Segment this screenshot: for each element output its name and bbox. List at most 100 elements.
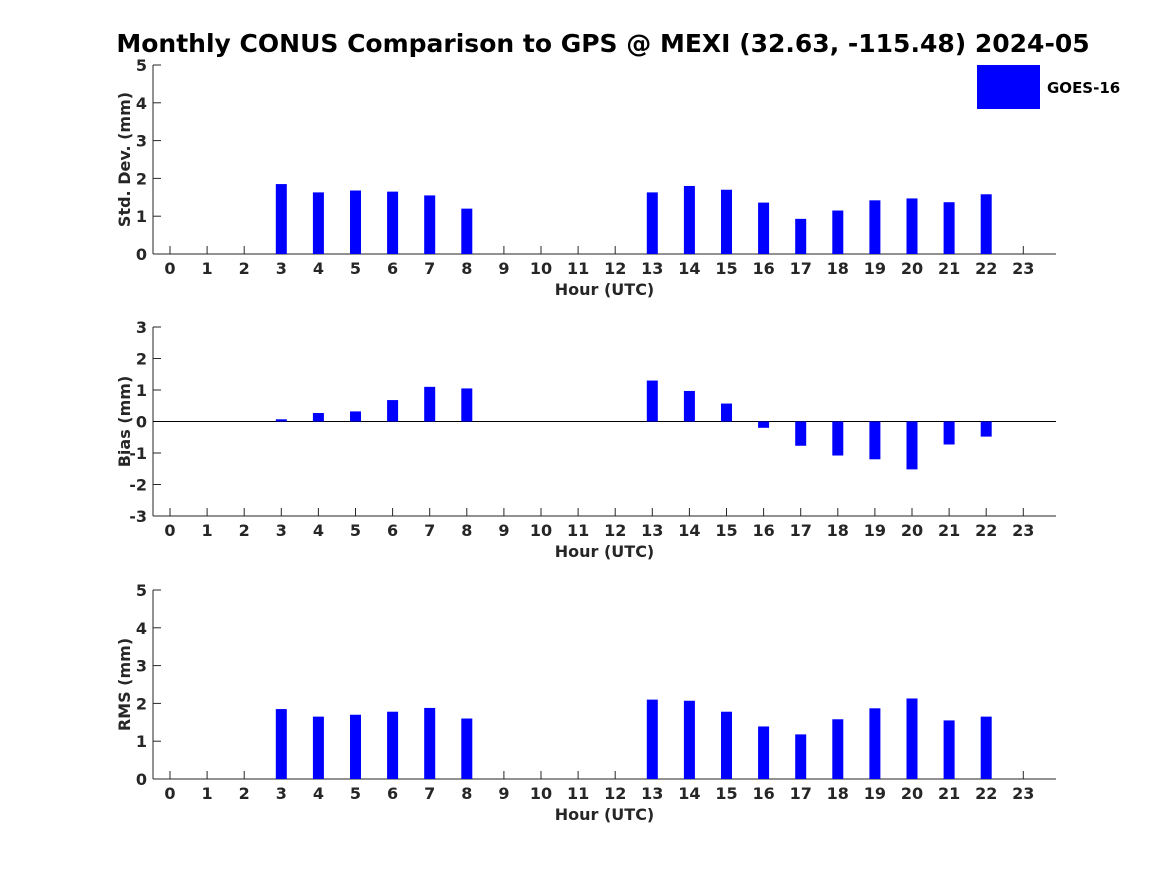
x-tick-label: 7 — [424, 521, 435, 540]
y-tick-label: 4 — [136, 619, 147, 638]
bar — [312, 716, 324, 779]
bar — [795, 734, 807, 779]
x-tick-label: 21 — [938, 259, 960, 278]
bar — [795, 218, 807, 254]
x-tick-label: 11 — [567, 521, 589, 540]
y-tick-label: 1 — [136, 732, 147, 751]
x-tick-label: 7 — [424, 259, 435, 278]
y-tick-label: 2 — [136, 169, 147, 188]
x-tick-label: 10 — [530, 521, 552, 540]
bar — [683, 390, 695, 422]
x-tick-label: 1 — [202, 521, 213, 540]
x-tick-label: 12 — [604, 521, 626, 540]
bar — [461, 718, 473, 779]
bar — [721, 711, 732, 779]
x-tick-label: 6 — [387, 259, 398, 278]
x-tick-label: 15 — [715, 784, 737, 803]
bar — [943, 720, 955, 779]
x-tick-label: 17 — [790, 521, 812, 540]
x-tick-label: 16 — [752, 259, 774, 278]
bar — [943, 421, 955, 445]
x-tick-label: 14 — [678, 521, 700, 540]
bar — [683, 700, 695, 779]
bar — [461, 388, 473, 422]
x-tick-label: 3 — [276, 259, 287, 278]
x-axis-label: Hour (UTC) — [555, 805, 655, 824]
x-tick-label: 13 — [641, 259, 663, 278]
x-tick-label: 3 — [276, 521, 287, 540]
bar — [275, 709, 287, 779]
x-tick-label: 2 — [239, 784, 250, 803]
y-axis-label: RMS (mm) — [115, 638, 134, 731]
bar — [869, 200, 881, 254]
bar — [980, 716, 992, 779]
x-tick-label: 11 — [567, 784, 589, 803]
x-tick-label: 19 — [864, 784, 886, 803]
bar — [387, 400, 399, 422]
y-tick-label: -2 — [129, 476, 147, 495]
x-tick-label: 14 — [678, 259, 700, 278]
x-tick-label: 17 — [790, 784, 812, 803]
x-tick-label: 21 — [938, 784, 960, 803]
y-tick-label: 3 — [136, 132, 147, 151]
x-tick-label: 3 — [276, 784, 287, 803]
bar — [906, 698, 918, 779]
y-axis-label: Std. Dev. (mm) — [115, 92, 134, 227]
legend-label: GOES-16 — [1047, 79, 1120, 97]
x-axis-label: Hour (UTC) — [555, 280, 655, 299]
bar — [758, 726, 770, 779]
x-tick-label: 1 — [202, 784, 213, 803]
bar — [943, 202, 955, 254]
bar — [758, 202, 770, 254]
x-tick-label: 9 — [498, 259, 509, 278]
bar — [795, 421, 807, 446]
x-tick-label: 15 — [715, 521, 737, 540]
x-tick-label: 4 — [313, 521, 324, 540]
y-tick-label: 5 — [136, 581, 147, 600]
bar — [350, 411, 361, 422]
x-tick-label: 4 — [313, 784, 324, 803]
bar — [275, 184, 287, 254]
x-tick-label: 10 — [530, 259, 552, 278]
bar — [646, 192, 658, 254]
x-tick-label: 18 — [827, 259, 849, 278]
x-tick-label: 12 — [604, 784, 626, 803]
bar — [424, 707, 436, 779]
chart-title: Monthly CONUS Comparison to GPS @ MEXI (… — [116, 29, 1089, 58]
bar — [758, 421, 770, 428]
x-tick-label: 19 — [864, 259, 886, 278]
x-tick-label: 0 — [164, 784, 175, 803]
bar — [350, 190, 361, 254]
bar — [832, 719, 844, 779]
x-tick-label: 8 — [461, 521, 472, 540]
x-tick-label: 8 — [461, 784, 472, 803]
y-tick-label: 1 — [136, 381, 147, 400]
y-tick-label: 0 — [136, 770, 147, 789]
x-tick-label: 4 — [313, 259, 324, 278]
x-tick-label: 8 — [461, 259, 472, 278]
x-tick-label: 6 — [387, 521, 398, 540]
x-tick-label: 16 — [752, 521, 774, 540]
bar — [683, 185, 695, 254]
x-tick-label: 17 — [790, 259, 812, 278]
legend-swatch — [977, 65, 1040, 109]
bar — [721, 403, 732, 422]
x-tick-label: 20 — [901, 521, 923, 540]
x-tick-label: 23 — [1012, 521, 1034, 540]
x-tick-label: 2 — [239, 259, 250, 278]
bar — [906, 198, 918, 254]
x-tick-label: 11 — [567, 259, 589, 278]
x-tick-label: 20 — [901, 259, 923, 278]
x-tick-label: 16 — [752, 784, 774, 803]
x-tick-label: 9 — [498, 521, 509, 540]
bar — [906, 421, 918, 470]
x-tick-label: 2 — [239, 521, 250, 540]
bar — [646, 699, 658, 779]
y-tick-label: -1 — [129, 444, 147, 463]
x-tick-label: 12 — [604, 259, 626, 278]
y-tick-label: 4 — [136, 94, 147, 113]
y-tick-label: -3 — [129, 507, 147, 526]
x-tick-label: 7 — [424, 784, 435, 803]
